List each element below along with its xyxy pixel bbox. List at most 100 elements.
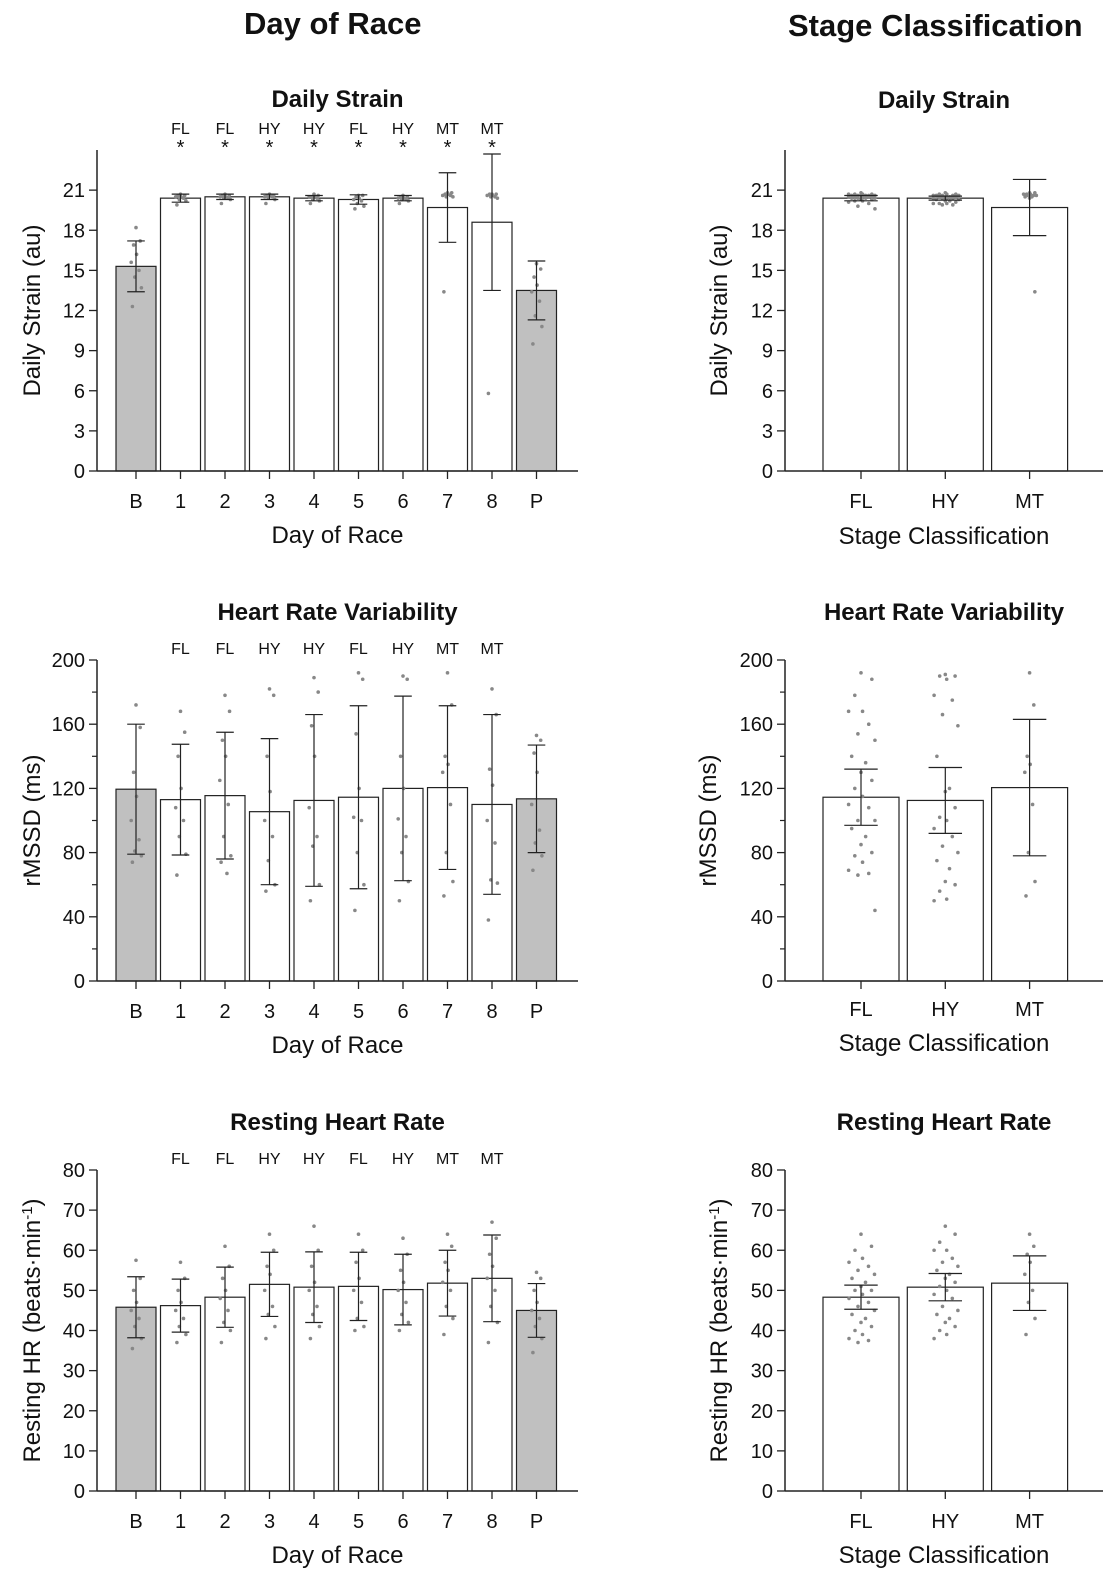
x-tick-label: 6: [397, 1001, 408, 1023]
x-tick-label: 4: [308, 1511, 319, 1533]
data-point: [866, 722, 871, 726]
y-tick-label: 3: [762, 421, 773, 443]
data-point: [219, 860, 223, 865]
significance-marker: *: [221, 137, 229, 159]
chart-title: Daily Strain: [878, 87, 1010, 114]
y-tick-label: 70: [63, 1200, 85, 1222]
data-point: [139, 854, 144, 858]
data-point: [315, 834, 319, 839]
data-point: [139, 285, 144, 290]
y-tick-label: 40: [63, 907, 85, 929]
data-point: [944, 1248, 949, 1253]
data-point: [847, 1260, 851, 1265]
data-point: [932, 693, 936, 698]
y-tick-label: 0: [762, 1481, 773, 1503]
data-point: [362, 1324, 366, 1329]
data-point: [953, 882, 957, 887]
data-point: [262, 1288, 267, 1293]
stage-label: HY: [303, 121, 326, 138]
data-point: [396, 1288, 401, 1293]
stage-label: FL: [216, 1151, 235, 1168]
data-point: [1026, 193, 1030, 198]
data-point: [956, 1264, 960, 1269]
data-point: [873, 908, 877, 913]
data-point: [359, 818, 364, 823]
bar: [159, 197, 202, 472]
data-point: [218, 778, 222, 783]
y-axis-label-superscript: -1: [19, 1206, 36, 1219]
data-point: [271, 1248, 276, 1253]
data-point: [943, 1320, 948, 1325]
data-point: [270, 1304, 275, 1309]
data-point: [351, 197, 356, 202]
data-point: [943, 879, 948, 884]
data-point: [866, 1300, 871, 1305]
data-point: [532, 275, 536, 279]
data-point: [540, 324, 544, 329]
data-point: [357, 196, 361, 200]
data-point: [129, 818, 133, 823]
significance-marker: *: [399, 137, 407, 159]
stage-label: HY: [303, 1151, 326, 1168]
data-point: [849, 826, 854, 831]
x-tick-label: 4: [308, 491, 319, 513]
data-point: [490, 687, 494, 691]
data-point: [1032, 1244, 1036, 1249]
x-tick-label: P: [530, 1001, 543, 1023]
data-point: [490, 783, 495, 787]
data-point: [184, 1332, 188, 1337]
data-point: [225, 871, 229, 876]
data-point: [940, 196, 945, 200]
x-axis-label: Day of Race: [271, 1032, 403, 1059]
data-point: [307, 805, 312, 810]
data-point: [270, 195, 275, 199]
data-point: [853, 1288, 857, 1293]
data-point: [362, 204, 366, 208]
bar: [382, 197, 424, 472]
data-point: [853, 1328, 857, 1333]
data-point: [947, 1316, 952, 1321]
data-point: [485, 1276, 490, 1281]
data-point: [440, 1280, 445, 1285]
data-point: [537, 299, 542, 303]
data-point: [220, 1276, 225, 1281]
data-point: [486, 391, 491, 396]
data-point: [538, 738, 543, 743]
data-point: [945, 192, 949, 196]
data-point: [853, 786, 857, 791]
data-point: [487, 767, 492, 771]
data-point: [860, 860, 865, 865]
y-tick-label: 200: [52, 650, 85, 672]
stage-label: HY: [392, 121, 415, 138]
data-point: [937, 674, 942, 678]
data-point: [223, 1244, 227, 1249]
data-point: [312, 675, 316, 680]
data-point: [138, 725, 142, 730]
x-tick-label: 2: [219, 1001, 230, 1023]
data-point: [1023, 770, 1027, 775]
data-point: [953, 1232, 957, 1236]
data-point: [262, 818, 267, 823]
x-tick-label: 6: [397, 1511, 408, 1533]
data-point: [932, 1292, 936, 1297]
data-point: [945, 201, 949, 206]
data-point: [179, 786, 183, 791]
x-tick-label: 8: [486, 1511, 497, 1533]
data-point: [859, 1232, 863, 1236]
data-point: [493, 1288, 497, 1293]
data-point: [853, 854, 857, 858]
x-tick-label: B: [129, 1001, 142, 1023]
y-tick-label: 21: [751, 180, 773, 202]
data-point: [937, 889, 942, 893]
bar: [293, 197, 335, 472]
hrv_day-chart: Heart Rate Variability FL FL HY HY FL HY MT MT 0 4…: [19, 599, 578, 1059]
y-axis-label: Resting HR (beats·min-1): [19, 1198, 47, 1462]
bar: [990, 1282, 1069, 1492]
data-point: [173, 195, 178, 199]
data-point: [178, 709, 183, 714]
data-point: [175, 873, 179, 877]
data-point: [309, 1264, 314, 1269]
data-point: [175, 203, 179, 207]
data-point: [869, 1244, 874, 1249]
x-tick-label: 6: [397, 491, 408, 513]
